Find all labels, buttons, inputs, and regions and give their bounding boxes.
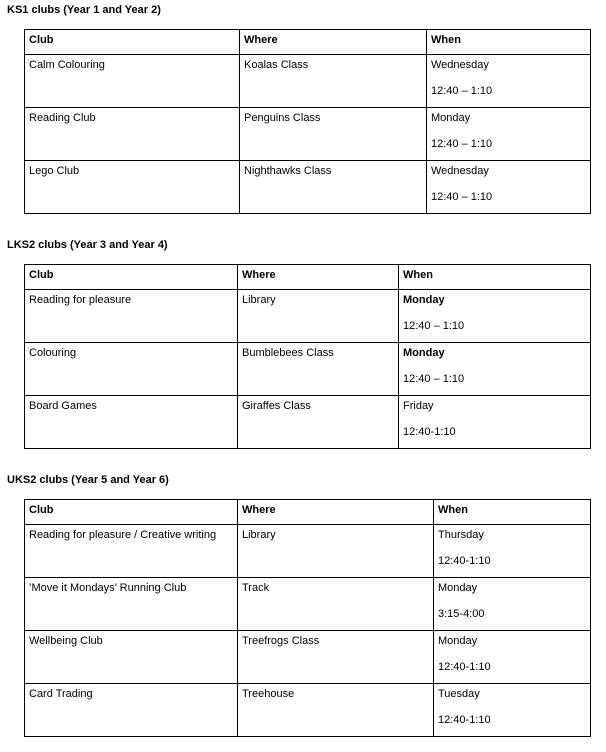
club-cell: Calm Colouring: [24, 54, 240, 108]
club-cell: Reading Club: [24, 107, 240, 161]
table-row: Lego Club Nighthawks Class Wednesday 12:…: [24, 160, 591, 214]
table-row: Reading Club Penguins Class Monday 12:40…: [24, 107, 591, 161]
when-day: Monday: [431, 112, 471, 124]
header-row: Club Where When: [24, 499, 591, 525]
table-row: Colouring Bumblebees Class Monday 12:40 …: [24, 342, 591, 396]
when-time: 3:15-4:00: [438, 608, 485, 620]
table-row: ’Move it Mondays’ Running Club Track Mon…: [24, 577, 591, 631]
when-cell: Monday 12:40 – 1:10: [398, 289, 591, 343]
column-header-when: When: [426, 29, 591, 55]
when-time: 12:40 – 1:10: [403, 373, 465, 385]
where-cell: Treefrogs Class: [237, 630, 434, 684]
when-cell: Monday 3:15-4:00: [433, 577, 591, 631]
when-day: Monday: [403, 294, 445, 306]
when-day: Monday: [438, 582, 478, 594]
when-day: Monday: [438, 635, 478, 647]
column-header-where: Where: [237, 499, 434, 525]
club-cell: Lego Club: [24, 160, 240, 214]
ks1-heading: KS1 clubs (Year 1 and Year 2): [7, 4, 161, 16]
when-time: 12:40 – 1:10: [431, 191, 493, 203]
where-cell: Library: [237, 289, 399, 343]
when-day: Friday: [403, 400, 434, 412]
when-cell: Monday 12:40-1:10: [433, 630, 591, 684]
when-cell: Tuesday 12:40-1:10: [433, 683, 591, 737]
where-cell: Library: [237, 524, 434, 578]
table-row: Card Trading Treehouse Tuesday 12:40-1:1…: [24, 683, 591, 737]
lks2-heading: LKS2 clubs (Year 3 and Year 4): [7, 239, 168, 251]
header-row: Club Where When: [24, 29, 591, 55]
where-cell: Giraffes Class: [237, 395, 399, 449]
section-ks1: KS1 clubs (Year 1 and Year 2) Club Where…: [0, 4, 606, 214]
club-cell: Reading for pleasure / Creative writing: [24, 524, 238, 578]
uks2-clubs-table: Club Where When Reading for pleasure / C…: [24, 499, 591, 737]
column-header-where: Where: [239, 29, 427, 55]
when-time: 12:40 – 1:10: [431, 138, 493, 150]
where-cell: Track: [237, 577, 434, 631]
section-lks2: LKS2 clubs (Year 3 and Year 4) Club Wher…: [0, 239, 606, 449]
when-cell: Monday 12:40 – 1:10: [426, 107, 591, 161]
header-row: Club Where When: [24, 264, 591, 290]
where-cell: Treehouse: [237, 683, 434, 737]
when-day: Wednesday: [431, 59, 489, 71]
when-day: Wednesday: [431, 165, 489, 177]
when-time: 12:40-1:10: [438, 714, 491, 726]
club-cell: Reading for pleasure: [24, 289, 238, 343]
column-header-when: When: [398, 264, 591, 290]
when-time: 12:40-1:10: [403, 426, 456, 438]
when-cell: Monday 12:40 – 1:10: [398, 342, 591, 396]
when-cell: Friday 12:40-1:10: [398, 395, 591, 449]
table-row: Board Games Giraffes Class Friday 12:40-…: [24, 395, 591, 449]
uks2-heading: UKS2 clubs (Year 5 and Year 6): [7, 474, 169, 486]
where-cell: Bumblebees Class: [237, 342, 399, 396]
club-cell: Wellbeing Club: [24, 630, 238, 684]
when-cell: Wednesday 12:40 – 1:10: [426, 160, 591, 214]
column-header-club: Club: [24, 264, 238, 290]
lks2-clubs-table: Club Where When Reading for pleasure Lib…: [24, 264, 591, 449]
when-day: Monday: [403, 347, 445, 359]
club-cell: Board Games: [24, 395, 238, 449]
when-time: 12:40 – 1:10: [431, 85, 493, 97]
section-uks2: UKS2 clubs (Year 5 and Year 6) Club Wher…: [0, 474, 606, 737]
when-time: 12:40-1:10: [438, 661, 491, 673]
table-row: Reading for pleasure Library Monday 12:4…: [24, 289, 591, 343]
column-header-when: When: [433, 499, 591, 525]
table-row: Calm Colouring Koalas Class Wednesday 12…: [24, 54, 591, 108]
ks1-clubs-table: Club Where When Calm Colouring Koalas Cl…: [24, 29, 591, 214]
where-cell: Koalas Class: [239, 54, 427, 108]
when-day: Tuesday: [438, 688, 480, 700]
where-cell: Nighthawks Class: [239, 160, 427, 214]
table-row: Wellbeing Club Treefrogs Class Monday 12…: [24, 630, 591, 684]
club-cell: ’Move it Mondays’ Running Club: [24, 577, 238, 631]
when-cell: Wednesday 12:40 – 1:10: [426, 54, 591, 108]
club-cell: Colouring: [24, 342, 238, 396]
when-time: 12:40-1:10: [438, 555, 491, 567]
when-time: 12:40 – 1:10: [403, 320, 465, 332]
where-cell: Penguins Class: [239, 107, 427, 161]
column-header-club: Club: [24, 499, 238, 525]
table-row: Reading for pleasure / Creative writing …: [24, 524, 591, 578]
column-header-club: Club: [24, 29, 240, 55]
when-cell: Thursday 12:40-1:10: [433, 524, 591, 578]
when-day: Thursday: [438, 529, 484, 541]
column-header-where: Where: [237, 264, 399, 290]
club-cell: Card Trading: [24, 683, 238, 737]
